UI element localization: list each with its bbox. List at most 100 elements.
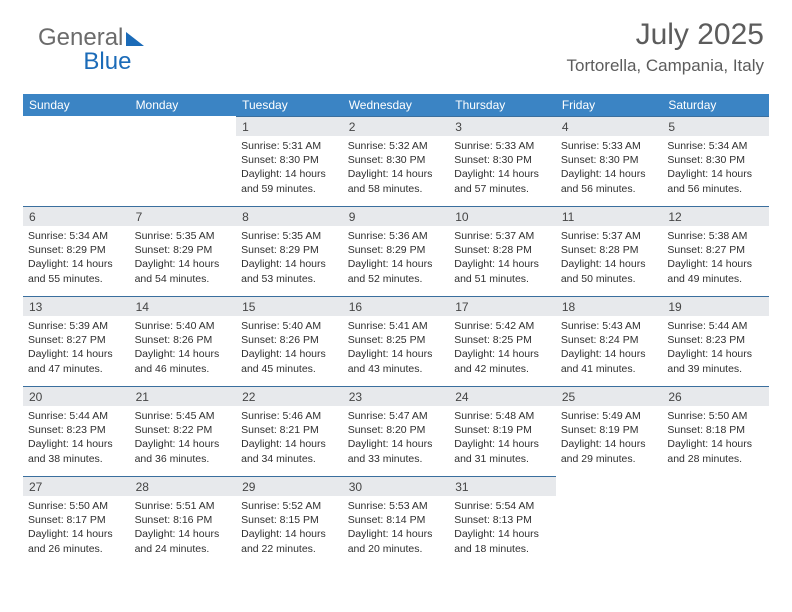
sunset-text: Sunset: 8:30 PM (454, 153, 551, 167)
day-number: 17 (449, 296, 556, 316)
daylight-text: Daylight: 14 hours and 22 minutes. (241, 527, 338, 555)
sunset-text: Sunset: 8:29 PM (241, 243, 338, 257)
day-details: Sunrise: 5:35 AMSunset: 8:29 PMDaylight:… (236, 226, 343, 290)
sunset-text: Sunset: 8:25 PM (454, 333, 551, 347)
daylight-text: Daylight: 14 hours and 20 minutes. (348, 527, 445, 555)
daylight-text: Daylight: 14 hours and 56 minutes. (667, 167, 764, 195)
sunset-text: Sunset: 8:25 PM (348, 333, 445, 347)
weekday-header: Thursday (449, 94, 556, 116)
sunset-text: Sunset: 8:16 PM (135, 513, 232, 527)
day-number: 31 (449, 476, 556, 496)
sunrise-text: Sunrise: 5:44 AM (667, 319, 764, 333)
daylight-text: Daylight: 14 hours and 31 minutes. (454, 437, 551, 465)
calendar-day-cell: 9Sunrise: 5:36 AMSunset: 8:29 PMDaylight… (343, 206, 450, 296)
calendar-day-cell: 5Sunrise: 5:34 AMSunset: 8:30 PMDaylight… (662, 116, 769, 206)
calendar-day-cell: 2Sunrise: 5:32 AMSunset: 8:30 PMDaylight… (343, 116, 450, 206)
calendar-day-cell: 18Sunrise: 5:43 AMSunset: 8:24 PMDayligh… (556, 296, 663, 386)
daylight-text: Daylight: 14 hours and 47 minutes. (28, 347, 125, 375)
sunset-text: Sunset: 8:28 PM (454, 243, 551, 257)
day-details: Sunrise: 5:32 AMSunset: 8:30 PMDaylight:… (343, 136, 450, 200)
sunrise-text: Sunrise: 5:34 AM (28, 229, 125, 243)
calendar-day-cell: 6Sunrise: 5:34 AMSunset: 8:29 PMDaylight… (23, 206, 130, 296)
day-details: Sunrise: 5:39 AMSunset: 8:27 PMDaylight:… (23, 316, 130, 380)
day-number: 4 (556, 116, 663, 136)
day-number: 29 (236, 476, 343, 496)
logo-word2: Blue (83, 48, 131, 76)
daylight-text: Daylight: 14 hours and 42 minutes. (454, 347, 551, 375)
daylight-text: Daylight: 14 hours and 57 minutes. (454, 167, 551, 195)
day-number: 12 (662, 206, 769, 226)
logo-triangle-icon (126, 32, 144, 46)
sunrise-text: Sunrise: 5:50 AM (28, 499, 125, 513)
day-details: Sunrise: 5:31 AMSunset: 8:30 PMDaylight:… (236, 136, 343, 200)
sunrise-text: Sunrise: 5:34 AM (667, 139, 764, 153)
sunrise-text: Sunrise: 5:36 AM (348, 229, 445, 243)
daylight-text: Daylight: 14 hours and 26 minutes. (28, 527, 125, 555)
calendar-day-cell: . (662, 476, 769, 566)
weekday-header: Monday (130, 94, 237, 116)
daylight-text: Daylight: 14 hours and 50 minutes. (561, 257, 658, 285)
sunset-text: Sunset: 8:20 PM (348, 423, 445, 437)
day-number: 14 (130, 296, 237, 316)
day-number: 5 (662, 116, 769, 136)
daylight-text: Daylight: 14 hours and 33 minutes. (348, 437, 445, 465)
sunrise-text: Sunrise: 5:35 AM (241, 229, 338, 243)
day-details: Sunrise: 5:47 AMSunset: 8:20 PMDaylight:… (343, 406, 450, 470)
sunset-text: Sunset: 8:15 PM (241, 513, 338, 527)
calendar-day-cell: 11Sunrise: 5:37 AMSunset: 8:28 PMDayligh… (556, 206, 663, 296)
day-details: Sunrise: 5:41 AMSunset: 8:25 PMDaylight:… (343, 316, 450, 380)
sunrise-text: Sunrise: 5:43 AM (561, 319, 658, 333)
calendar-day-cell: 3Sunrise: 5:33 AMSunset: 8:30 PMDaylight… (449, 116, 556, 206)
sunset-text: Sunset: 8:27 PM (667, 243, 764, 257)
sunrise-text: Sunrise: 5:41 AM (348, 319, 445, 333)
sunset-text: Sunset: 8:22 PM (135, 423, 232, 437)
sunrise-text: Sunrise: 5:31 AM (241, 139, 338, 153)
sunrise-text: Sunrise: 5:44 AM (28, 409, 125, 423)
daylight-text: Daylight: 14 hours and 59 minutes. (241, 167, 338, 195)
day-number: 6 (23, 206, 130, 226)
day-number: 9 (343, 206, 450, 226)
day-number: 30 (343, 476, 450, 496)
calendar-day-cell: 13Sunrise: 5:39 AMSunset: 8:27 PMDayligh… (23, 296, 130, 386)
sunrise-text: Sunrise: 5:37 AM (561, 229, 658, 243)
daylight-text: Daylight: 14 hours and 51 minutes. (454, 257, 551, 285)
day-details: Sunrise: 5:44 AMSunset: 8:23 PMDaylight:… (23, 406, 130, 470)
sunset-text: Sunset: 8:26 PM (135, 333, 232, 347)
weekday-header: Saturday (662, 94, 769, 116)
sunrise-text: Sunrise: 5:51 AM (135, 499, 232, 513)
sunset-text: Sunset: 8:30 PM (561, 153, 658, 167)
day-number: 16 (343, 296, 450, 316)
calendar-day-cell: 30Sunrise: 5:53 AMSunset: 8:14 PMDayligh… (343, 476, 450, 566)
day-details: Sunrise: 5:44 AMSunset: 8:23 PMDaylight:… (662, 316, 769, 380)
calendar-day-cell: 16Sunrise: 5:41 AMSunset: 8:25 PMDayligh… (343, 296, 450, 386)
calendar-day-cell: 22Sunrise: 5:46 AMSunset: 8:21 PMDayligh… (236, 386, 343, 476)
header-right: July 2025 Tortorella, Campania, Italy (567, 18, 764, 76)
sunset-text: Sunset: 8:23 PM (28, 423, 125, 437)
daylight-text: Daylight: 14 hours and 24 minutes. (135, 527, 232, 555)
calendar-week-row: 13Sunrise: 5:39 AMSunset: 8:27 PMDayligh… (23, 296, 769, 386)
daylight-text: Daylight: 14 hours and 28 minutes. (667, 437, 764, 465)
calendar-day-cell: 26Sunrise: 5:50 AMSunset: 8:18 PMDayligh… (662, 386, 769, 476)
sunrise-text: Sunrise: 5:39 AM (28, 319, 125, 333)
calendar-day-cell: . (556, 476, 663, 566)
day-number: 26 (662, 386, 769, 406)
weekday-header: Friday (556, 94, 663, 116)
sunrise-text: Sunrise: 5:35 AM (135, 229, 232, 243)
calendar-day-cell: 7Sunrise: 5:35 AMSunset: 8:29 PMDaylight… (130, 206, 237, 296)
location-label: Tortorella, Campania, Italy (567, 56, 764, 76)
sunset-text: Sunset: 8:19 PM (561, 423, 658, 437)
day-details: Sunrise: 5:36 AMSunset: 8:29 PMDaylight:… (343, 226, 450, 290)
sunrise-text: Sunrise: 5:45 AM (135, 409, 232, 423)
day-number: 23 (343, 386, 450, 406)
sunset-text: Sunset: 8:19 PM (454, 423, 551, 437)
sunrise-text: Sunrise: 5:49 AM (561, 409, 658, 423)
daylight-text: Daylight: 14 hours and 54 minutes. (135, 257, 232, 285)
sunrise-text: Sunrise: 5:32 AM (348, 139, 445, 153)
day-details: Sunrise: 5:49 AMSunset: 8:19 PMDaylight:… (556, 406, 663, 470)
daylight-text: Daylight: 14 hours and 56 minutes. (561, 167, 658, 195)
day-details: Sunrise: 5:37 AMSunset: 8:28 PMDaylight:… (556, 226, 663, 290)
calendar-day-cell: 17Sunrise: 5:42 AMSunset: 8:25 PMDayligh… (449, 296, 556, 386)
day-number: 28 (130, 476, 237, 496)
calendar-day-cell: 12Sunrise: 5:38 AMSunset: 8:27 PMDayligh… (662, 206, 769, 296)
sunset-text: Sunset: 8:21 PM (241, 423, 338, 437)
